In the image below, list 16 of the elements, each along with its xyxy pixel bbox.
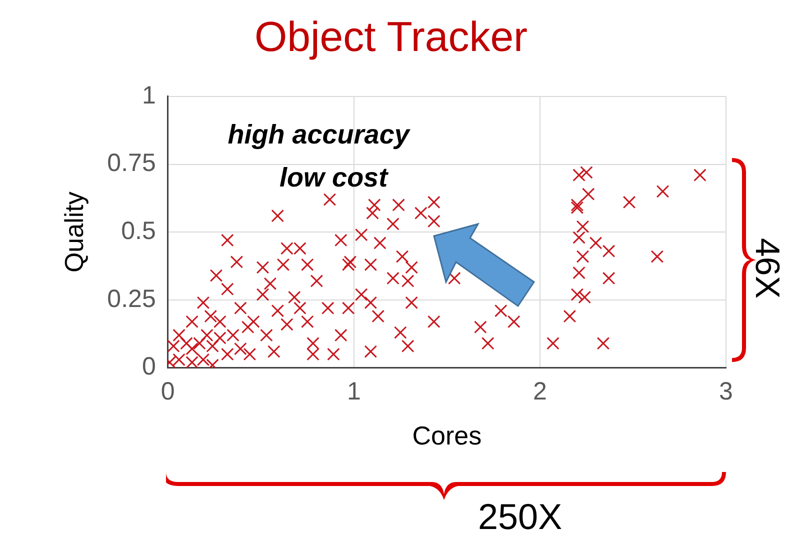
y-tick-label: 1 bbox=[142, 81, 156, 110]
x-axis-title: Cores bbox=[412, 420, 482, 451]
text: 250X bbox=[478, 496, 562, 538]
y-tick-label: 0.75 bbox=[107, 149, 156, 178]
y-tick-label: 0 bbox=[142, 352, 156, 381]
y-axis-title: Quality bbox=[58, 192, 89, 273]
x-tick-label: 2 bbox=[533, 378, 547, 406]
x-tick-label: 3 bbox=[719, 378, 733, 406]
text: 46X bbox=[747, 238, 786, 298]
chart-title: Object Tracker bbox=[254, 12, 528, 60]
annotation: high accuracy bbox=[228, 119, 412, 150]
x-tick-label: 1 bbox=[346, 378, 361, 406]
y-tick-label: 0.5 bbox=[121, 216, 156, 245]
y-tick-label: 0.25 bbox=[107, 284, 156, 313]
annotation: low cost bbox=[280, 162, 389, 192]
x-tick-label: 0 bbox=[160, 378, 175, 406]
